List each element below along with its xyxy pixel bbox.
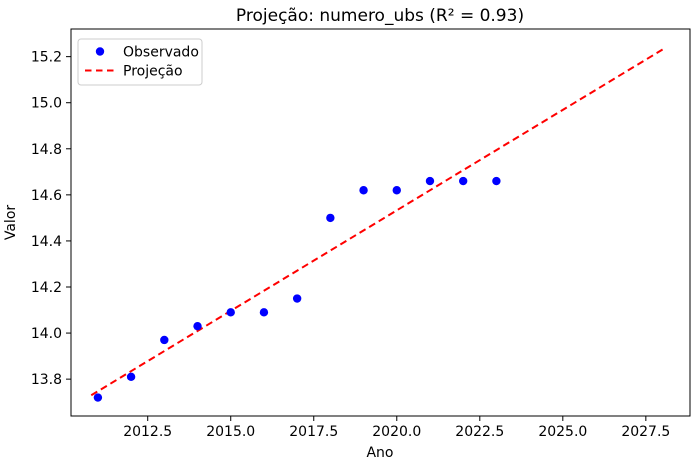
observed-points-layer (93, 176, 501, 402)
legend-observed-marker-icon (95, 47, 105, 56)
x-axis-label: Ano (366, 445, 393, 461)
x-tick-label: 2015.0 (206, 424, 255, 440)
x-tick-label: 2012.5 (123, 424, 172, 440)
scatter-point (126, 372, 136, 382)
scatter-point (492, 176, 501, 186)
scatter-point (259, 308, 269, 317)
y-tick-label: 14.4 (31, 234, 62, 250)
x-tick-label: 2020.0 (372, 424, 421, 440)
x-axis-ticks: 2012.5 2015.0 2017.5 2020.0 2022.5 2025.0 2027… (123, 416, 670, 440)
y-tick-label: 15.0 (31, 96, 62, 112)
scatter-point (359, 186, 368, 195)
scatter-point (326, 213, 335, 223)
y-tick-label: 14.0 (31, 326, 62, 342)
y-tick-label: 14.8 (31, 142, 62, 158)
scatter-point (226, 308, 235, 317)
y-tick-label: 14.2 (31, 280, 62, 296)
chart-title: Projeção: numero_ubs (R² = 0.93) (236, 6, 524, 26)
y-tick-label: 13.8 (31, 372, 62, 388)
x-tick-label: 2025.0 (538, 424, 587, 440)
plot-border (70, 28, 691, 417)
legend: Observado Projeção (77, 38, 203, 86)
scatter-point (425, 176, 435, 186)
y-tick-label: 14.6 (31, 188, 62, 204)
legend-label-projecao: Projeção (123, 64, 183, 80)
x-tick-label: 2022.5 (455, 424, 504, 440)
scatter-point (93, 393, 103, 402)
plot-background (71, 29, 690, 416)
x-tick-label: 2027.5 (621, 424, 670, 440)
y-axis-ticks: 13.8 14.0 14.2 14.4 14.6 14.8 15.0 15.2 (31, 50, 71, 388)
y-tick-label: 15.2 (31, 50, 62, 66)
scatter-point (160, 335, 169, 345)
y-axis-label: Valor (3, 205, 19, 241)
scatter-point (292, 294, 302, 303)
legend-box (77, 38, 203, 86)
x-tick-label: 2017.5 (289, 424, 338, 440)
scatter-point (193, 321, 202, 331)
scatter-point (458, 176, 468, 186)
legend-label-observado: Observado (123, 45, 199, 61)
scatter-point (392, 186, 401, 195)
